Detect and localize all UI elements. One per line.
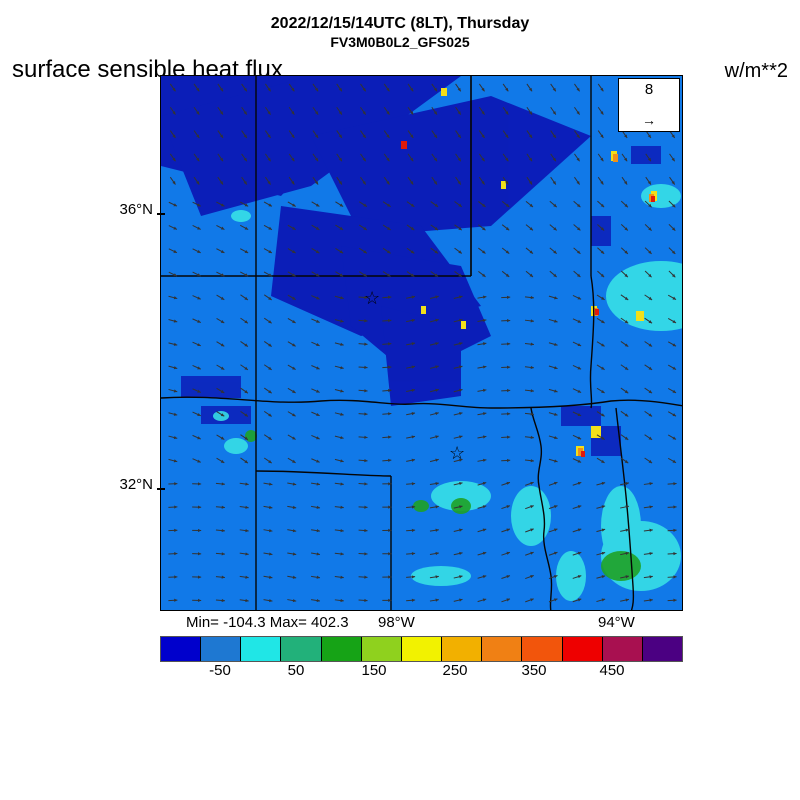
- map-plot-frame[interactable]: ☆ ☆ 8 →: [160, 75, 683, 611]
- model-name-label: FV3M0B0L2_GFS025: [0, 34, 800, 52]
- colorbar-tick--50: -50: [209, 662, 231, 679]
- vector-scale-arrow-icon: →: [619, 112, 679, 128]
- colorbar-segment: [201, 637, 241, 661]
- lat-tick-label-36N: 36°N: [98, 201, 153, 218]
- colorbar-segment: [482, 637, 522, 661]
- lat-tick-mark-36N: [157, 213, 165, 215]
- colorbar-tick-150: 150: [361, 662, 386, 679]
- colorbar-segment: [563, 637, 603, 661]
- lon-tick-label-94W: 94°W: [598, 614, 635, 631]
- colorbar-segment: [241, 637, 281, 661]
- unit-label: w/m**2: [725, 60, 788, 83]
- colorbar-segment: [402, 637, 442, 661]
- vector-scale-value: 8: [619, 81, 679, 98]
- colorbar-segment: [603, 637, 643, 661]
- colorbar-container[interactable]: -50 50 150 250 350 450: [160, 636, 683, 682]
- colorbar-tick-50: 50: [288, 662, 305, 679]
- star-marker-2[interactable]: ☆: [449, 444, 465, 462]
- lat-tick-mark-32N: [157, 488, 165, 490]
- minmax-text: Min= -104.3 Max= 402.3: [186, 614, 349, 631]
- star-marker-1[interactable]: ☆: [364, 289, 380, 307]
- colorbar-segment: [281, 637, 321, 661]
- colorbar-tick-350: 350: [521, 662, 546, 679]
- colorbar-segment: [322, 637, 362, 661]
- colorbar-segment: [442, 637, 482, 661]
- colorbar-segment: [522, 637, 562, 661]
- weather-map-page: 2022/12/15/14UTC (8LT), Thursday FV3M0B0…: [0, 0, 800, 800]
- colorbar-tick-450: 450: [599, 662, 624, 679]
- colorbar-tick-250: 250: [442, 662, 467, 679]
- colorbar-tick-labels: -50 50 150 250 350 450: [160, 662, 683, 682]
- wind-vector-arrows: [161, 76, 683, 611]
- timestamp-label: 2022/12/15/14UTC (8LT), Thursday: [0, 14, 800, 34]
- colorbar-segment: [362, 637, 402, 661]
- colorbar-gradient: [160, 636, 683, 662]
- colorbar-segment: [643, 637, 682, 661]
- lat-tick-label-32N: 32°N: [98, 476, 153, 493]
- header-text-block: 2022/12/15/14UTC (8LT), Thursday FV3M0B0…: [0, 14, 800, 52]
- colorbar-segment: [161, 637, 201, 661]
- vector-scale-legend: 8 →: [618, 78, 680, 132]
- lon-tick-label-98W: 98°W: [378, 614, 415, 631]
